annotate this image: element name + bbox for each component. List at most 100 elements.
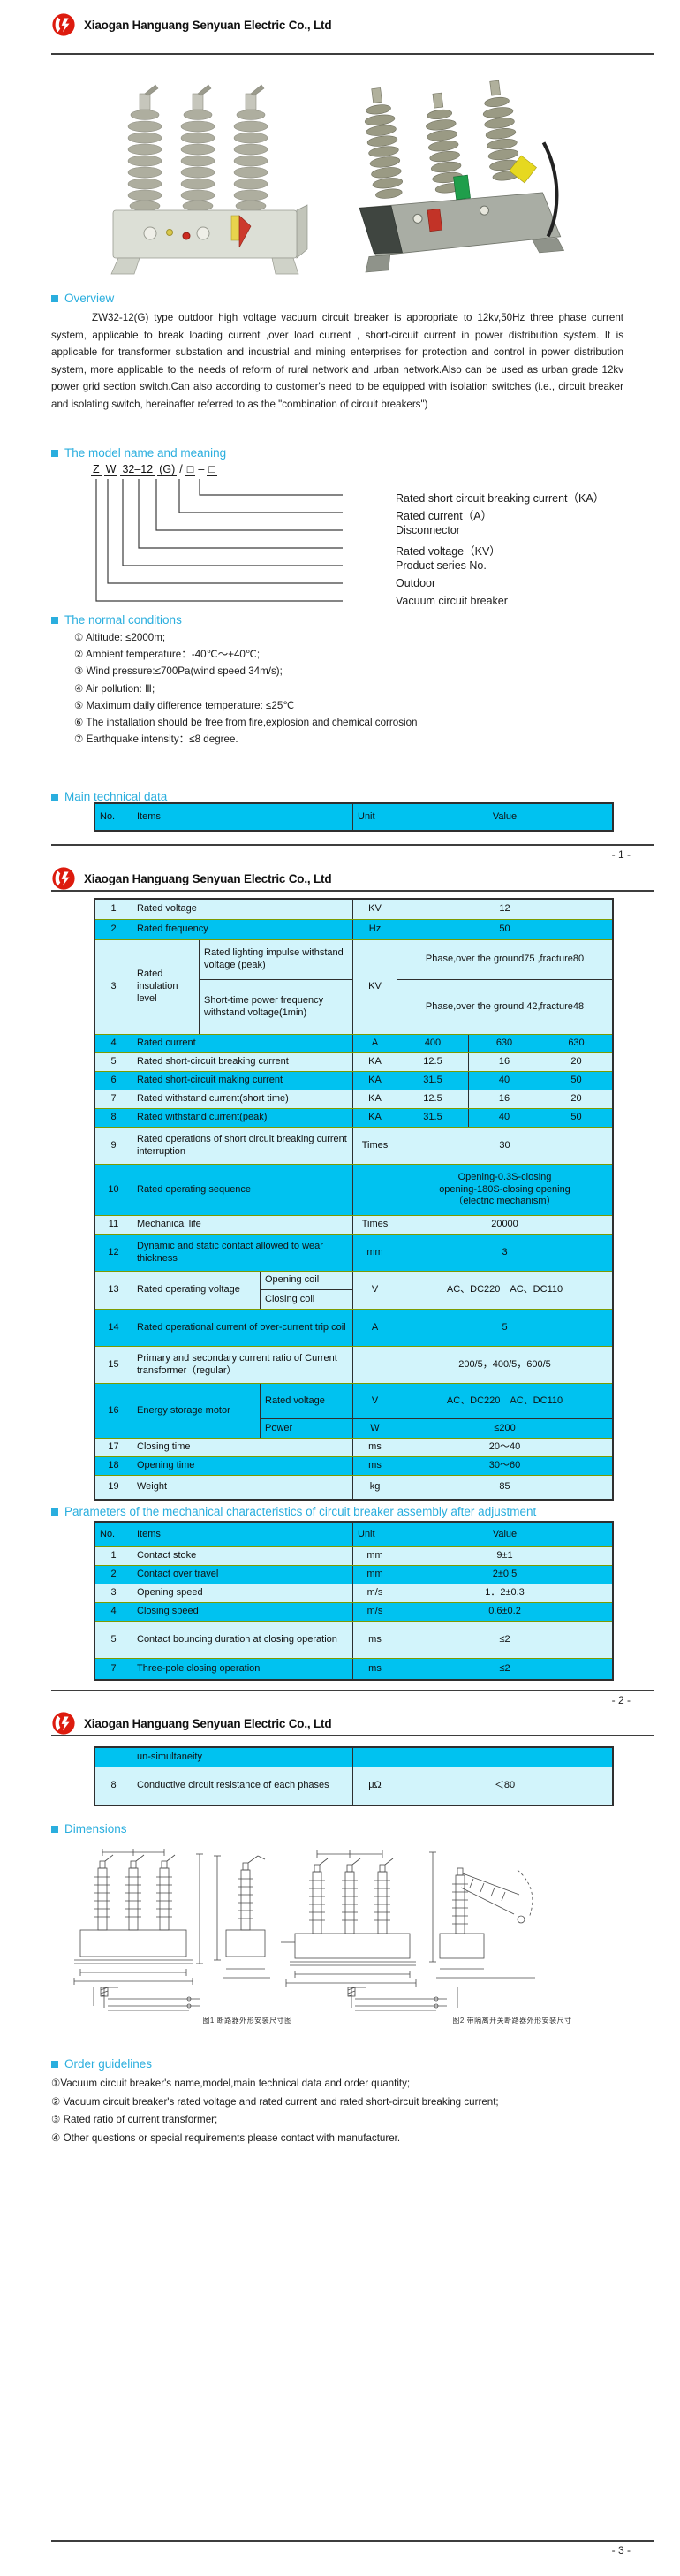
cell-item: Rated voltage — [132, 900, 353, 919]
condition-item: ⑥ The installation should be free from f… — [74, 717, 418, 729]
cell-item: Dynamic and static contact allowed to we… — [132, 1235, 353, 1271]
overview-paragraph: ZW32-12(G) type outdoor high voltage vac… — [51, 312, 623, 410]
cell-item: Rated short-circuit breaking current — [132, 1053, 353, 1071]
cell-no: 10 — [95, 1165, 132, 1215]
col-header-items: Items — [132, 804, 353, 830]
figure-caption-2: 图2 带隔离开关断路器外形安装尺寸 — [452, 2017, 572, 2025]
col-header-items: Items — [132, 1523, 353, 1546]
page-header-3: Xiaogan Hanguang Senyuan Electric Co., L… — [51, 1711, 332, 1736]
cell-unit: Times — [353, 1128, 397, 1164]
company-logo — [52, 867, 75, 890]
cell-unit: Hz — [353, 920, 397, 939]
cell-no: 17 — [95, 1439, 132, 1456]
cell-item: Contact bouncing duration at closing ope… — [132, 1622, 353, 1658]
cell-item-group: Rated insulation level Rated lighting im… — [132, 940, 353, 1034]
cell-unit: Times — [353, 1216, 397, 1234]
section-heading-order: Order guidelines — [51, 2057, 152, 2071]
cell-value: 16 — [469, 1053, 540, 1071]
cell-value: Phase,over the ground 42,fracture48 — [425, 1000, 585, 1012]
table-row: 8 Rated withstand current(peak) KA 31.5 … — [95, 1109, 612, 1128]
cell-no: 1 — [95, 1547, 132, 1565]
dimensions-title: Dimensions — [64, 1822, 127, 1835]
col-header-value: Value — [492, 1528, 518, 1539]
cell-item: Rated operating voltage — [132, 1272, 261, 1309]
cell-value: 400 — [397, 1035, 469, 1052]
cell-item: Closing speed — [132, 1603, 353, 1621]
cell-value: 31.5 — [397, 1109, 469, 1127]
model-label: Vacuum circuit breaker — [396, 595, 508, 607]
cell-value: 12.5 — [397, 1053, 469, 1071]
cell-item: Rated operating sequence — [132, 1165, 353, 1215]
cell-unit: ms — [353, 1659, 397, 1679]
table-row: 2 Contact over travel mm 2±0.5 — [95, 1566, 612, 1584]
cell-value: 0.6±0.2 — [488, 1606, 521, 1617]
model-label: Product series No. — [396, 559, 487, 572]
cell-value: AC、DC220 AC、DC110 — [446, 1284, 563, 1296]
table-row: 10 Rated operating sequence Opening-0.3S… — [95, 1165, 612, 1216]
table-row: 13 Rated operating voltage Opening coil … — [95, 1272, 612, 1310]
cell-value: 30～60 — [488, 1460, 521, 1471]
product-photo-angled-view — [359, 80, 565, 273]
model-title: The model name and meaning — [64, 446, 227, 460]
cell-value: 12.5 — [397, 1090, 469, 1108]
cell-item: Conductive circuit resistance of each ph… — [132, 1767, 353, 1805]
cell-value: 30 — [499, 1139, 510, 1151]
cell-subitem: Power — [261, 1419, 353, 1438]
mechanical-title: Parameters of the mechanical characteris… — [64, 1505, 537, 1518]
overview-title: Overview — [64, 292, 115, 305]
cell-value: ≤2 — [499, 1633, 510, 1645]
cell-value: Phase,over the ground75 ,fracture80 — [397, 940, 612, 980]
main-technical-table: 1 Rated voltage KV 12 2 Rated frequency … — [94, 898, 614, 1501]
model-label: Disconnector — [396, 524, 460, 536]
company-name: Xiaogan Hanguang Senyuan Electric Co., L… — [84, 871, 332, 885]
cell-no: 3 — [95, 940, 132, 1034]
table-row: 4 Rated current A 400 630 630 — [95, 1035, 612, 1053]
cell-values: Phase,over the ground75 ,fracture80 Phas… — [397, 940, 612, 1034]
model-diagram-lines — [95, 479, 343, 602]
cell-no: 16 — [95, 1384, 132, 1438]
cell-subitem: Closing coil — [261, 1290, 353, 1309]
cell-unit: A — [353, 1310, 397, 1346]
page-separator-rule — [51, 2540, 654, 2542]
order-item: ①Vacuum circuit breaker's name,model,mai… — [51, 2078, 411, 2089]
cell-value: 40 — [469, 1109, 540, 1127]
page-separator-rule — [51, 844, 654, 846]
cell-item: Opening time — [132, 1457, 353, 1475]
cell-item: Opening speed — [132, 1584, 353, 1602]
cell-item: Weight — [132, 1476, 353, 1499]
model-code-part: 32–12 — [120, 463, 155, 476]
table-row: 6 Rated short-circuit making current KA … — [95, 1072, 612, 1090]
table-row: 4 Closing speed m/s 0.6±0.2 — [95, 1603, 612, 1622]
cell-unit: mm — [353, 1547, 397, 1565]
page-number-1: - 1 - — [611, 848, 631, 861]
cell-no: 2 — [95, 1566, 132, 1584]
section-heading-overview: Overview — [51, 292, 114, 305]
cell-value: 20 — [570, 1093, 582, 1105]
cell-value: 50 — [570, 1075, 582, 1086]
cell-unit: V — [353, 1272, 397, 1309]
section-bullet-icon — [51, 1825, 58, 1833]
cell-unit — [353, 1165, 397, 1215]
cell-value: ≤2 — [499, 1662, 510, 1674]
cell-item-group: Rated operating voltage Opening coil Clo… — [132, 1272, 353, 1309]
cell-value: 50 — [570, 1112, 582, 1123]
col-header-no: No. — [95, 804, 132, 830]
cell-no: 4 — [95, 1035, 132, 1052]
model-label: Rated voltage（KV） — [396, 545, 501, 558]
cell-value: AC、DC220 AC、DC110 — [397, 1384, 612, 1419]
section-heading-tech-data: Main technical data — [51, 790, 167, 803]
model-code-part: Z — [91, 463, 102, 476]
cell-value: 20000 — [491, 1219, 518, 1230]
col-header-value: Value — [492, 810, 518, 822]
cell-subitem: Opening coil — [261, 1272, 353, 1290]
model-code-part: □ — [207, 463, 217, 476]
cell-item: Mechanical life — [132, 1216, 353, 1234]
order-item: ② Vacuum circuit breaker's rated voltage… — [51, 2095, 499, 2108]
table-row: 16 Energy storage motor Rated voltage Po… — [95, 1384, 612, 1439]
figure-caption-1: 图1 断路器外形安装尺寸图 — [202, 2017, 292, 2025]
product-photo-front-view — [110, 84, 308, 275]
model-label: Rated current（A） — [396, 510, 493, 522]
col-header-no: No. — [95, 1523, 132, 1546]
cell-value: 20～40 — [488, 1441, 521, 1453]
